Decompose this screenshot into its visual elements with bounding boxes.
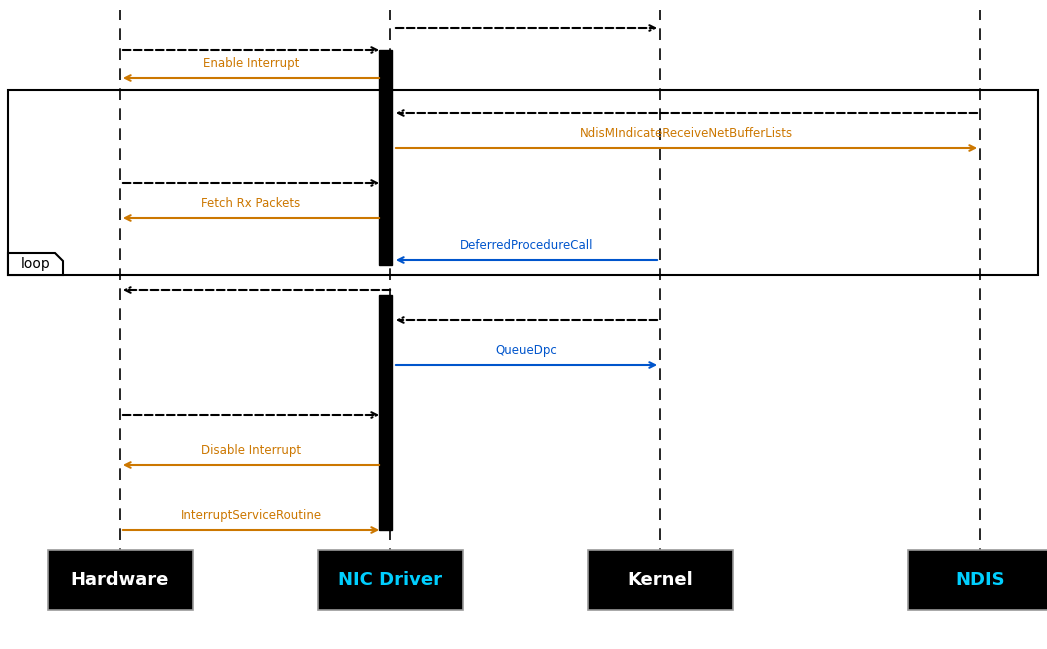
Text: Enable Interrupt: Enable Interrupt [203, 57, 299, 70]
Text: NIC Driver: NIC Driver [338, 571, 442, 589]
Text: Hardware: Hardware [71, 571, 170, 589]
Polygon shape [8, 253, 63, 275]
Text: NdisMIndicateReceiveNetBufferLists: NdisMIndicateReceiveNetBufferLists [580, 127, 793, 140]
Text: InterruptServiceRoutine: InterruptServiceRoutine [180, 509, 321, 522]
Text: loop: loop [21, 257, 50, 271]
Bar [379, 50, 392, 265]
Bar [587, 550, 733, 610]
Bar [317, 550, 463, 610]
Bar [908, 550, 1047, 610]
Text: Disable Interrupt: Disable Interrupt [201, 444, 302, 457]
Bar [47, 550, 193, 610]
Text: QueueDpc: QueueDpc [495, 344, 557, 357]
Bar [8, 90, 1038, 275]
Text: DeferredProcedureCall: DeferredProcedureCall [460, 239, 594, 252]
Text: Fetch Rx Packets: Fetch Rx Packets [201, 197, 300, 210]
Bar [379, 295, 392, 530]
Text: Kernel: Kernel [627, 571, 693, 589]
Text: NDIS: NDIS [955, 571, 1005, 589]
